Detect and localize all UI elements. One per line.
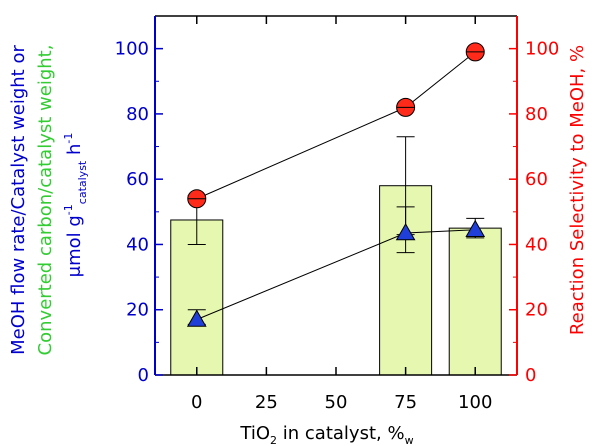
left-axis-title: MeOH flow rate/Catalyst weight or Conver…: [8, 45, 89, 356]
right-tick-label-2: 40: [525, 234, 548, 255]
converted-carbon-point-1: [395, 223, 416, 241]
right-tick-label-0: 0: [525, 365, 536, 386]
x-tick-label-4: 100: [458, 392, 492, 413]
x-tick-label-1: 25: [255, 392, 278, 413]
converted-carbon-point-0: [186, 309, 207, 327]
x-tick-label-0: 0: [191, 392, 202, 413]
x-axis-title: TiO2 in catalyst, %w: [239, 423, 413, 446]
converted-carbon-line: [196, 229, 476, 320]
left-tick-label-4: 80: [126, 104, 149, 125]
plot-area: 0 20 40 60 80 100 0 20 40 60 80 100 0 25 50 75 100: [115, 15, 559, 413]
left-tick-label-0: 0: [138, 365, 149, 386]
left-axis-title-line1: MeOH flow rate/Catalyst weight or: [8, 45, 29, 355]
bar-0: [170, 219, 224, 376]
right-tick-label-3: 60: [525, 169, 548, 190]
x-tick-label-2: 50: [325, 392, 348, 413]
unit-sub: catalyst: [76, 160, 89, 204]
x-tick-label-3: 75: [394, 392, 417, 413]
unit-umol: μmol g: [64, 215, 85, 277]
right-axis-title: Reaction Selectivity to MeOH, %: [567, 45, 588, 335]
right-tick-label-4: 80: [525, 104, 548, 125]
x-title-tail: in catalyst, %: [277, 423, 405, 444]
unit-h: h: [64, 144, 85, 161]
x-title-sub-w: w: [405, 434, 414, 446]
right-tick-label-5: 100: [525, 39, 559, 60]
right-tick-label-1: 20: [525, 300, 548, 321]
left-tick-label-2: 40: [126, 234, 149, 255]
left-tick-label-5: 100: [115, 39, 149, 60]
selectivity-line: [196, 51, 476, 200]
unit-sup: -1: [62, 204, 75, 215]
converted-carbon-point-2: [465, 219, 486, 238]
bar-2: [448, 227, 502, 376]
left-axis-title-line2: Converted carbon/catalyst weight,: [35, 45, 56, 356]
left-tick-label-3: 60: [126, 169, 149, 190]
x-title-sub2: 2: [270, 434, 277, 446]
x-title-tio: TiO: [239, 423, 270, 444]
left-axis-title-line3: μmol g-1catalyst h-1: [62, 133, 89, 278]
left-tick-label-1: 20: [126, 300, 149, 321]
unit-sup2: -1: [62, 133, 75, 144]
